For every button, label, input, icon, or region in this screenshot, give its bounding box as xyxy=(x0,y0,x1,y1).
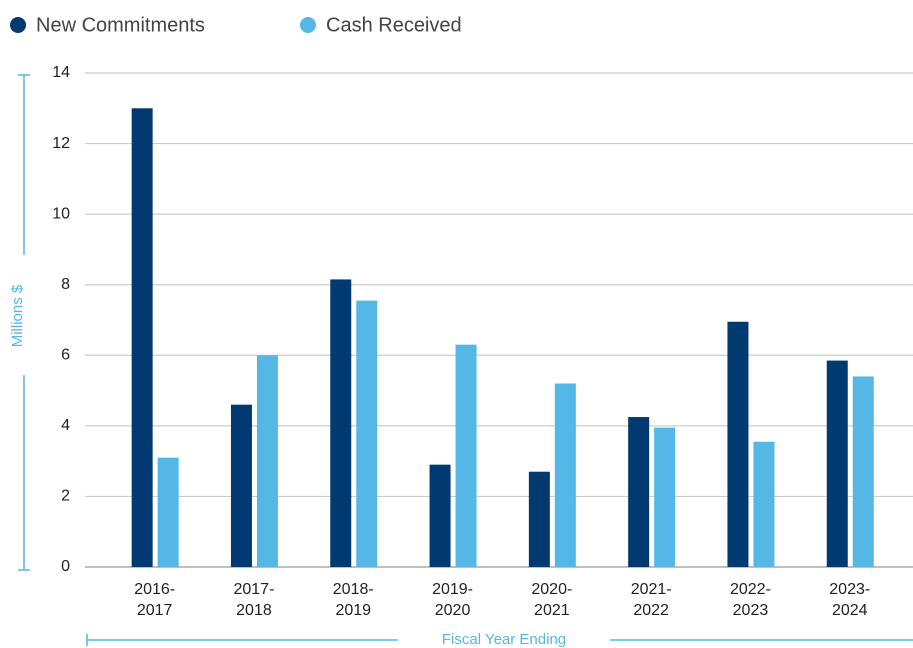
bar xyxy=(654,427,676,567)
bar xyxy=(356,300,378,567)
bar xyxy=(230,404,252,567)
x-tick-label: 2016-2017 xyxy=(134,581,175,619)
bar xyxy=(826,360,848,567)
bar xyxy=(131,108,153,568)
bar xyxy=(852,376,874,567)
legend-marker xyxy=(10,17,26,33)
y-tick-label: 6 xyxy=(61,347,70,364)
bar xyxy=(429,464,451,567)
x-tick-label: 2021-2022 xyxy=(631,581,672,619)
legend-label: Cash Received xyxy=(326,14,462,36)
y-tick-label: 4 xyxy=(61,417,70,434)
x-axis-label: Fiscal Year Ending xyxy=(442,631,566,648)
x-tick-label: 2023-2024 xyxy=(829,581,870,619)
bar xyxy=(455,344,477,567)
legend-label: New Commitments xyxy=(36,14,205,36)
legend-marker xyxy=(300,17,316,33)
x-tick-label: 2019-2020 xyxy=(432,581,473,619)
bar xyxy=(727,321,749,567)
bar xyxy=(628,417,650,567)
y-tick-label: 14 xyxy=(52,64,70,81)
y-tick-label: 12 xyxy=(52,135,70,152)
y-tick-label: 8 xyxy=(61,276,70,293)
y-tick-label: 10 xyxy=(52,205,70,222)
x-tick-label: 2022-2023 xyxy=(730,581,771,619)
bar xyxy=(330,279,352,567)
y-axis-label: Millions $ xyxy=(9,284,26,347)
bar xyxy=(528,471,550,567)
x-tick-label: 2018-2019 xyxy=(333,581,374,619)
y-tick-label: 0 xyxy=(61,558,70,575)
bar xyxy=(256,355,278,567)
bar xyxy=(554,383,576,567)
x-tick-label: 2020-2021 xyxy=(531,581,572,619)
y-tick-label: 2 xyxy=(61,488,70,505)
bar xyxy=(157,457,179,567)
x-tick-label: 2017-2018 xyxy=(233,581,274,619)
bar xyxy=(753,441,775,567)
